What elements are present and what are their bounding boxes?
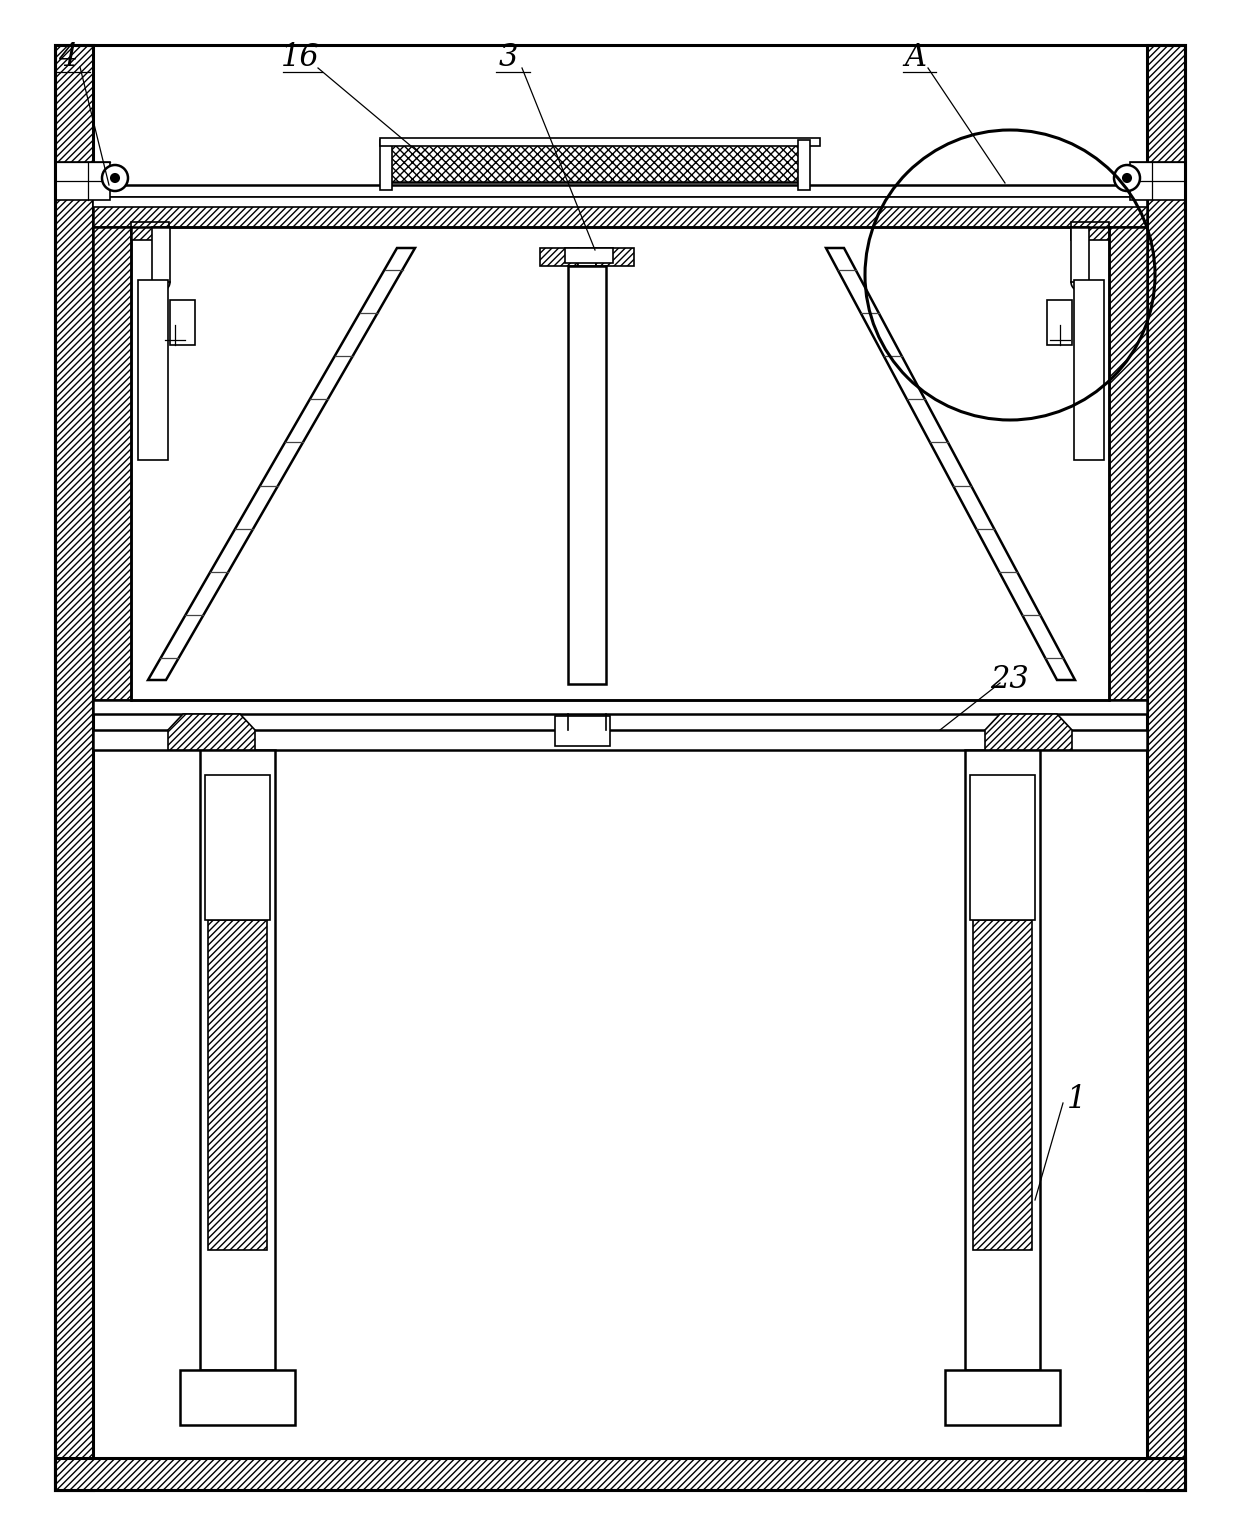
Bar [945, 1371, 1060, 1426]
Bar [131, 222, 169, 241]
Bar [1147, 44, 1185, 1490]
Bar [200, 750, 275, 1371]
Bar [596, 248, 634, 267]
Text: 16: 16 [280, 43, 320, 74]
Bar [1130, 162, 1185, 199]
Text: 3: 3 [498, 43, 517, 74]
Bar [565, 248, 613, 264]
Bar [138, 281, 167, 460]
Bar [1047, 300, 1073, 345]
Bar [556, 716, 610, 747]
Bar [180, 1371, 295, 1426]
Bar [1109, 227, 1147, 701]
Bar [205, 776, 270, 920]
Bar [170, 300, 195, 345]
Polygon shape [826, 248, 1075, 681]
Text: A: A [904, 43, 926, 74]
Bar [93, 198, 1147, 207]
Circle shape [1123, 175, 1131, 182]
Bar [379, 140, 392, 190]
Bar [55, 1458, 1185, 1490]
Bar [970, 776, 1035, 920]
Bar [1074, 281, 1104, 460]
Bar [208, 920, 267, 1249]
Bar [93, 185, 1147, 198]
Circle shape [112, 175, 119, 182]
Bar [93, 730, 1147, 750]
Bar [391, 140, 800, 182]
Bar [539, 248, 578, 267]
Bar [93, 195, 1147, 227]
Bar [93, 701, 1147, 714]
Bar [568, 267, 606, 684]
Bar [379, 138, 820, 146]
Bar [1071, 222, 1109, 241]
Polygon shape [167, 714, 255, 750]
Bar [578, 248, 596, 267]
Bar [799, 140, 810, 190]
Bar [55, 44, 93, 1490]
Polygon shape [148, 248, 415, 681]
Bar [1071, 227, 1089, 282]
Bar [93, 227, 131, 701]
Bar [965, 750, 1040, 1371]
Bar [55, 162, 110, 199]
Circle shape [102, 166, 128, 192]
Text: 1: 1 [1068, 1084, 1086, 1116]
Bar [153, 227, 170, 282]
Circle shape [1114, 166, 1140, 192]
Bar [973, 920, 1032, 1249]
Text: 23: 23 [991, 664, 1029, 696]
Polygon shape [985, 714, 1073, 750]
Text: 4: 4 [58, 43, 78, 74]
